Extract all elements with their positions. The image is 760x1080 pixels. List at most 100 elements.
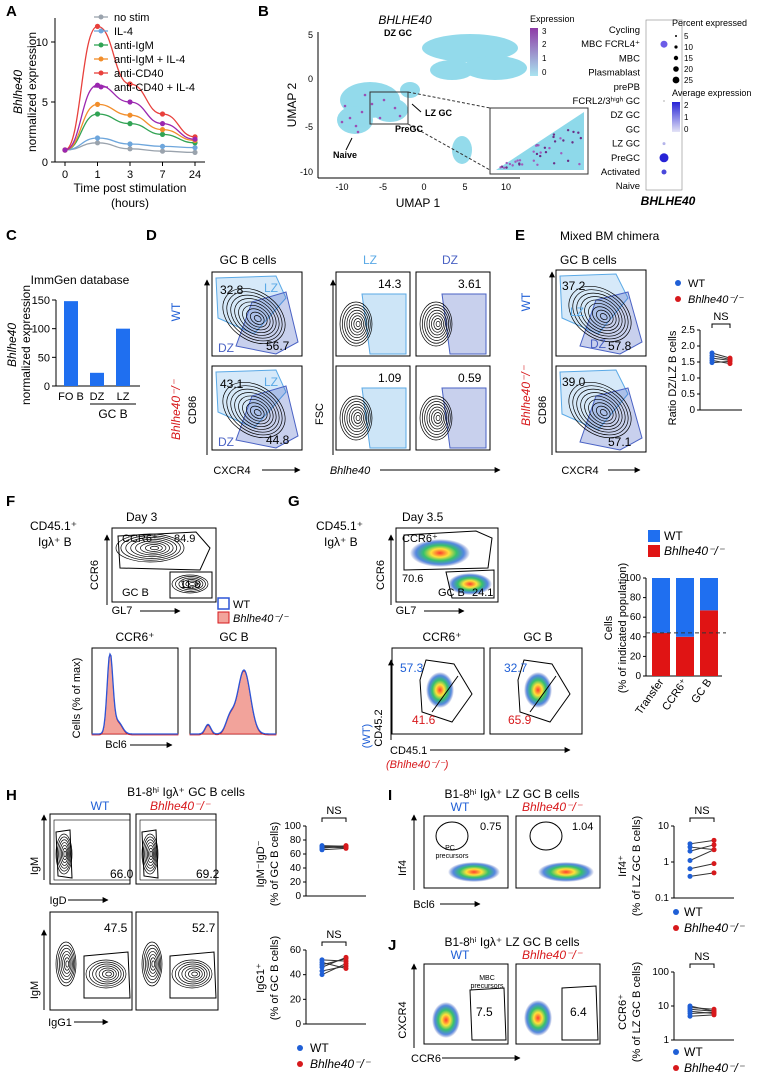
d-dz-pct: 56.7	[266, 339, 290, 353]
d-fsc-contour	[428, 406, 446, 430]
g-xlabel: GL7	[396, 605, 417, 617]
h-bot-ko: 52.7	[192, 921, 216, 935]
e-contour	[576, 292, 626, 337]
e-contour	[576, 388, 626, 433]
e-contour	[599, 313, 608, 321]
g-sub1: CCR6⁺	[422, 630, 461, 644]
d-fsc-contour	[341, 304, 371, 344]
h-bot-contour-left	[57, 944, 76, 984]
e-ytick-label: 2.5	[681, 325, 695, 336]
d-lz-gate-label: LZ	[264, 281, 278, 295]
h-top-ytick-label: 0	[295, 891, 301, 902]
j-stats-pair-line	[689, 1008, 715, 1012]
b-umap-dot	[360, 110, 364, 114]
i-ylabel: Irf4	[397, 860, 409, 876]
e-contour	[572, 385, 629, 436]
e-lz-gate-label: LZ	[570, 305, 584, 319]
h-top-contour	[145, 842, 156, 866]
c-ylabel-gene: Bhlhe40	[5, 323, 19, 367]
a-point	[159, 111, 166, 117]
h-bot-wt: 47.5	[104, 921, 128, 935]
e-wt-label: WT	[519, 292, 533, 311]
i-stats-pair-line	[689, 846, 715, 851]
h-bot-contour-left	[141, 941, 163, 987]
d-contour	[242, 398, 271, 425]
b-umap-dot	[340, 120, 344, 124]
d-fsc-contour	[341, 398, 371, 438]
b-pct-dot	[673, 55, 679, 61]
i-wt-val: 0.75	[480, 821, 501, 833]
c-group-label: GC B	[98, 407, 127, 421]
h-bot-gate	[169, 951, 217, 999]
h-top-wt: 66.0	[110, 867, 134, 881]
g-bar-ylabel1: Cells	[603, 615, 615, 640]
d-fsc-contour	[351, 315, 364, 333]
c-bar	[64, 301, 78, 386]
h-top-xlabel: IgD	[49, 895, 66, 907]
d-flow-plot	[211, 365, 303, 451]
b-zoom-dot	[544, 150, 548, 154]
panel-label-h: H	[6, 787, 17, 804]
e-lz-pct: 39.0	[562, 375, 586, 389]
i-ko: Bhlhe40⁻/⁻	[522, 800, 584, 814]
b-ytick: 5	[308, 30, 313, 40]
e-ytick-label: 0.5	[681, 389, 695, 400]
f-gcb-gate: GC B	[122, 587, 149, 599]
b-xtick: -5	[379, 182, 387, 192]
j-legend-wt: WT	[684, 1045, 703, 1059]
g-ytick-label: 40	[630, 632, 642, 643]
b-dzgc-label: DZ GC	[384, 28, 412, 38]
j-wt: WT	[451, 948, 470, 962]
b-avg-1: 1	[684, 113, 689, 122]
b-zoom-dot	[520, 163, 524, 166]
d-contour	[238, 395, 274, 428]
c-ytick-label: 150	[32, 295, 50, 307]
g-bar-ko	[676, 636, 694, 676]
j-stats-wt-point	[687, 1013, 693, 1019]
d-fsc-plot	[415, 271, 491, 357]
b-zoom-dot	[508, 162, 512, 166]
b-zoom-dot	[536, 163, 539, 166]
b-cluster-label: prePB	[614, 82, 640, 93]
g-bar-ko	[652, 632, 670, 676]
g-ko1: 41.6	[412, 713, 436, 727]
h-ylab-top1: IgM⁻IgD⁻	[255, 840, 267, 887]
h-bot-pair-line	[321, 961, 347, 969]
f-ccr6-gate-shape	[117, 531, 211, 571]
b-xtick: 5	[462, 182, 467, 192]
a-point	[159, 148, 166, 154]
b-umap-dot	[348, 116, 352, 120]
g-legend-wt: WT	[664, 529, 683, 543]
f-contour-ccr6	[130, 538, 174, 558]
d-contour	[226, 291, 283, 342]
h-top-ytick-label: 60	[290, 849, 302, 860]
e-legend-wt-dot	[675, 280, 681, 286]
h-bot-ytick-label: 60	[290, 945, 302, 956]
h-bot-contour-left	[55, 941, 77, 987]
d-contour	[234, 392, 277, 430]
f-contour-ccr6	[144, 544, 163, 552]
d-fsc-contour	[433, 318, 443, 330]
panel-e-chimera: Mixed BM chimera GC B cells WT Bhlhe40⁻/…	[519, 229, 744, 477]
e-lz-pct: 37.2	[562, 279, 586, 293]
h-bot-contour-right	[181, 965, 206, 983]
i-stats-ns: NS	[694, 805, 709, 817]
g-bar-ko	[700, 610, 718, 676]
h-bot-contour-right	[85, 959, 127, 989]
b-dot	[663, 100, 665, 102]
h-bot-contour-left	[143, 944, 162, 984]
d-dz-gate-label: DZ	[218, 341, 234, 355]
b-title: BHLHE40	[378, 13, 432, 27]
d-pos-pct: 3.61	[458, 277, 482, 291]
panel-f-flow: Day 3 CD45.1⁺ Igλ⁺ B CCR6⁺ 84.9 GC B 11.…	[30, 510, 289, 751]
i-stats-ko-point	[711, 861, 717, 867]
d-fsc-contour	[339, 301, 373, 347]
j-stats-ns-bracket	[689, 963, 715, 968]
h-top-ytick-label: 80	[290, 835, 302, 846]
h-bot-ns-bracket	[321, 941, 347, 946]
e-contour	[592, 402, 614, 422]
f-contour-gcb	[175, 576, 206, 592]
h-bot-contour-left	[149, 957, 157, 971]
a-ylabel-gene: Bhlhe40	[11, 70, 25, 114]
a-xtick-label: 24	[189, 169, 201, 181]
